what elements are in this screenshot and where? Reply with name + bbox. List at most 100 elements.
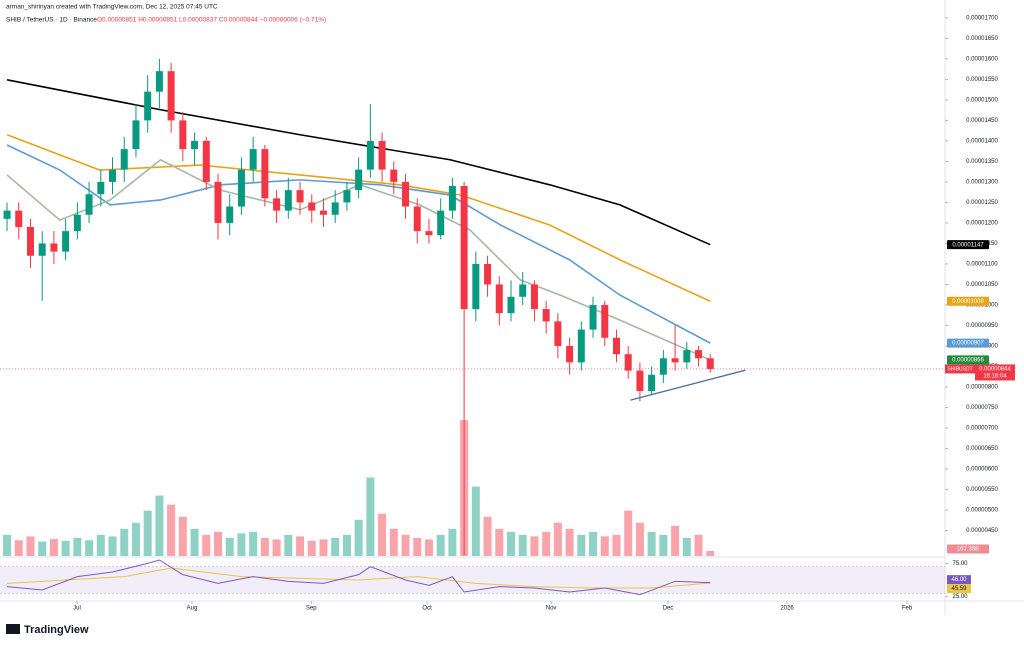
- volume-bar: [49, 539, 58, 556]
- volume-bar: [401, 534, 410, 556]
- candle-body: [15, 210, 23, 228]
- candle-body: [202, 140, 210, 182]
- symbol-line: SHIB / TetherUS · 1D · Binance: [6, 17, 97, 24]
- y-tick-label: 0.00001550: [966, 77, 998, 83]
- candle-body: [167, 71, 175, 121]
- moving-average: [6, 133, 711, 303]
- rsi-ma-badge-bg: [947, 584, 971, 594]
- symbol-badge-bg: [945, 364, 975, 374]
- candle-body: [296, 190, 304, 203]
- candle-body: [671, 358, 679, 363]
- ma-badge-bg: [947, 296, 989, 306]
- volume-bar: [378, 513, 387, 556]
- x-tick-label: Nov: [546, 606, 557, 612]
- candle-body: [179, 120, 187, 150]
- candle-body: [355, 169, 363, 191]
- y-tick-label: 0.00001200: [966, 221, 998, 227]
- x-tick-label: Aug: [187, 606, 198, 612]
- ohlc-line: O0.00000851 H0.00000851 L0.00000837 C0.0…: [97, 17, 326, 24]
- volume-bar: [284, 534, 293, 556]
- y-tick-label: 0.00000700: [966, 426, 998, 432]
- y-tick-label: 0.00001400: [966, 138, 998, 144]
- volume-bar: [296, 536, 305, 556]
- y-tick-label: 0.00000750: [966, 405, 998, 411]
- volume-bar: [706, 550, 715, 556]
- y-tick-label: 0.00001600: [966, 56, 998, 62]
- ma-badge-bg: [947, 338, 989, 348]
- candle-body: [284, 190, 292, 211]
- x-tick-label: Jul: [73, 606, 81, 612]
- candle-body: [62, 231, 70, 252]
- candle-body: [460, 186, 468, 310]
- volume-bar: [624, 510, 633, 556]
- candle-body: [132, 120, 140, 150]
- y-tick-label: 0.00001050: [966, 282, 998, 288]
- credit: arman_shirinyan created with TradingView…: [6, 4, 218, 11]
- volume-badge-bg: [947, 544, 989, 554]
- volume-bar: [682, 537, 691, 556]
- candle-body: [530, 284, 538, 310]
- moving-average: [6, 78, 711, 246]
- candle-body: [249, 149, 257, 170]
- candle-body: [612, 337, 620, 355]
- price-badge-bg: [975, 364, 1015, 381]
- volume-bar: [471, 486, 480, 556]
- volume-bar: [14, 540, 23, 556]
- volume-bar: [143, 510, 152, 556]
- candle-body: [437, 210, 445, 236]
- volume-bar: [178, 516, 187, 556]
- candle-body: [120, 149, 128, 170]
- volume-bar: [436, 534, 445, 556]
- volume-bar: [565, 528, 574, 556]
- volume-bar: [366, 477, 375, 556]
- candle-body: [308, 202, 316, 211]
- volume-bar: [108, 536, 117, 556]
- volume-bar: [448, 528, 457, 556]
- y-tick-label: 0.00001350: [966, 159, 998, 165]
- rsi-line: [6, 559, 711, 596]
- volume-bar: [96, 534, 105, 556]
- rsi-badge-bg: [947, 575, 971, 585]
- volume-bar: [120, 528, 129, 556]
- candle-body: [50, 243, 58, 252]
- candle-body: [214, 181, 222, 223]
- brand-logo: [6, 624, 20, 634]
- candle-body: [566, 345, 574, 363]
- candle-body: [577, 329, 585, 363]
- volume-bar: [389, 528, 398, 556]
- volume-bar: [85, 540, 94, 556]
- y-tick-label: 0.00000800: [966, 385, 998, 391]
- candle-body: [191, 140, 199, 150]
- volume-bar: [155, 495, 164, 556]
- volume-bar: [542, 531, 551, 556]
- y-tick-label: 0.00001500: [966, 97, 998, 103]
- ma-badge: 0.00001147: [952, 242, 984, 248]
- candle-body: [226, 206, 234, 223]
- volume-bar: [589, 531, 598, 556]
- volume-bar: [38, 541, 47, 556]
- volume-bar: [635, 522, 644, 556]
- candle-body: [85, 194, 93, 215]
- y-tick-label: 0.00000950: [966, 323, 998, 329]
- rsi-ma-badge: 45.59: [951, 586, 967, 592]
- candle-body: [542, 309, 550, 322]
- candle-body: [38, 243, 46, 256]
- candle-body: [413, 206, 421, 232]
- rsi-ma: [7, 567, 711, 589]
- ma-badge-bg: [947, 355, 989, 365]
- candle-body: [402, 181, 410, 207]
- candle-body: [706, 358, 714, 369]
- candle-body: [507, 296, 515, 314]
- candle-body: [366, 140, 374, 170]
- y-tick-label: 0.00000600: [966, 467, 998, 473]
- candle-body: [589, 304, 597, 330]
- volume-bar: [413, 537, 422, 556]
- candle-body: [273, 198, 281, 211]
- candle-body: [97, 181, 105, 195]
- brand: TradingView: [24, 624, 89, 636]
- candle-body: [472, 263, 480, 310]
- volume-bar: [202, 534, 211, 556]
- candle-body: [3, 210, 11, 219]
- y-tick-label: 0.00000650: [966, 446, 998, 452]
- candle-body: [261, 149, 269, 199]
